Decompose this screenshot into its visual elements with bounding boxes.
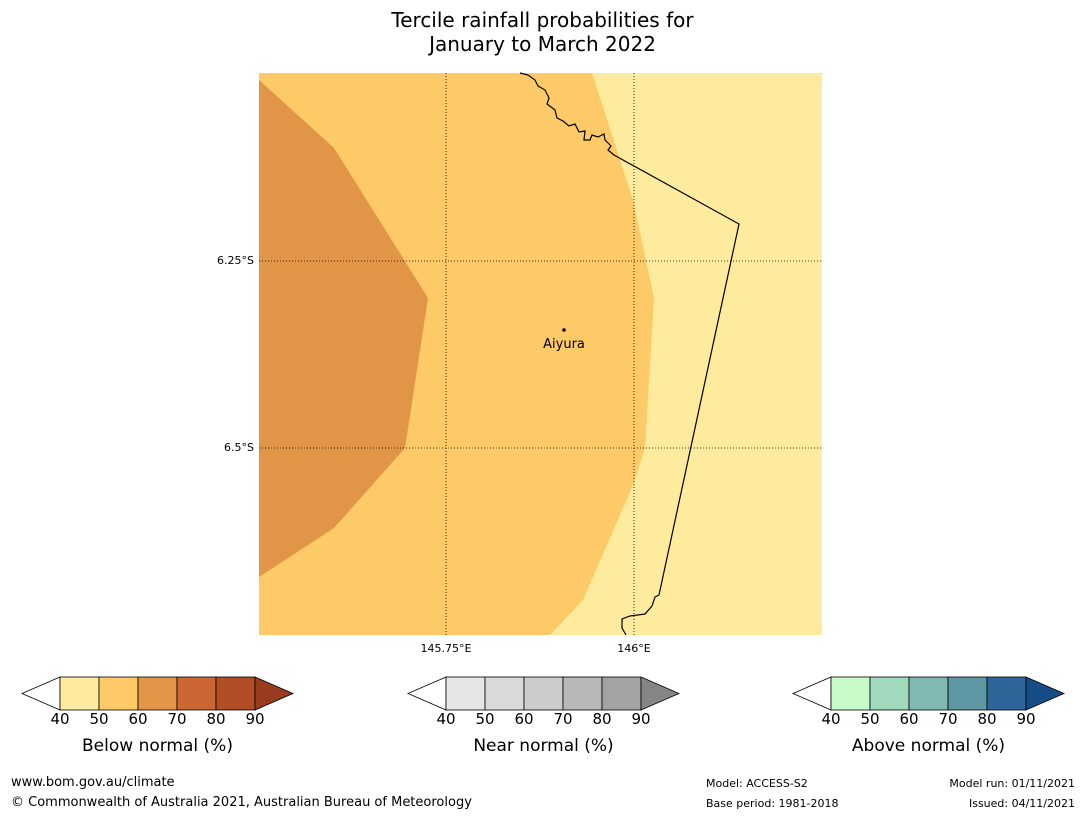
lon-label-145-75: 145.75°E [420,642,472,655]
map-title-line2: January to March 2022 [429,32,656,56]
colorbar-below-tick: 70 [167,710,187,728]
colorbar-above-tick: 70 [938,710,958,728]
colorbar-near-tick: 70 [553,710,573,728]
lat-label-6-25: 6.25°S [217,254,254,267]
footer-url[interactable]: www.bom.gov.au/climate [11,775,175,790]
footer-issued: Issued: 04/11/2021 [968,797,1075,810]
map-title-line1: Tercile rainfall probabilities for [391,8,694,32]
place-label-aiyura: Aiyura [543,337,585,352]
footer-base-period: Base period: 1981-2018 [706,797,839,810]
colorbar-above-tick: 40 [821,710,841,728]
lon-label-146: 146°E [617,642,651,655]
colorbar-near-tick: 90 [631,710,651,728]
colorbar-near-tick: 60 [514,710,534,728]
colorbar-above-tick: 80 [977,710,997,728]
colorbar-above-tick: 60 [899,710,919,728]
colorbar-below-tick: 90 [245,710,265,728]
colorbar-near-tick: 40 [436,710,456,728]
coastline-border [519,72,740,636]
aiyura-marker [562,328,566,332]
footer-model-run: Model run: 01/11/2021 [949,777,1075,790]
colorbar-near-tick: 80 [592,710,612,728]
colorbar-below-tick: 60 [128,710,148,728]
lat-label-6-5: 6.5°S [224,441,254,454]
footer-copyright: © Commonwealth of Australia 2021, Austra… [11,795,472,810]
colorbar-near-tick: 50 [475,710,495,728]
footer-model: Model: ACCESS-S2 [706,777,808,790]
colorbar-below-tick: 40 [50,710,70,728]
colorbar-above-tick: 50 [860,710,880,728]
colorbar-below-tick: 80 [206,710,226,728]
zone-60-70 [259,80,428,577]
colorbar-near-title: Near normal (%) [473,736,614,756]
colorbar-below-title: Below normal (%) [82,736,233,756]
colorbar-above-title: Above normal (%) [851,736,1006,756]
colorbar-above-tick: 90 [1016,710,1036,728]
colorbar-below-tick: 50 [89,710,109,728]
